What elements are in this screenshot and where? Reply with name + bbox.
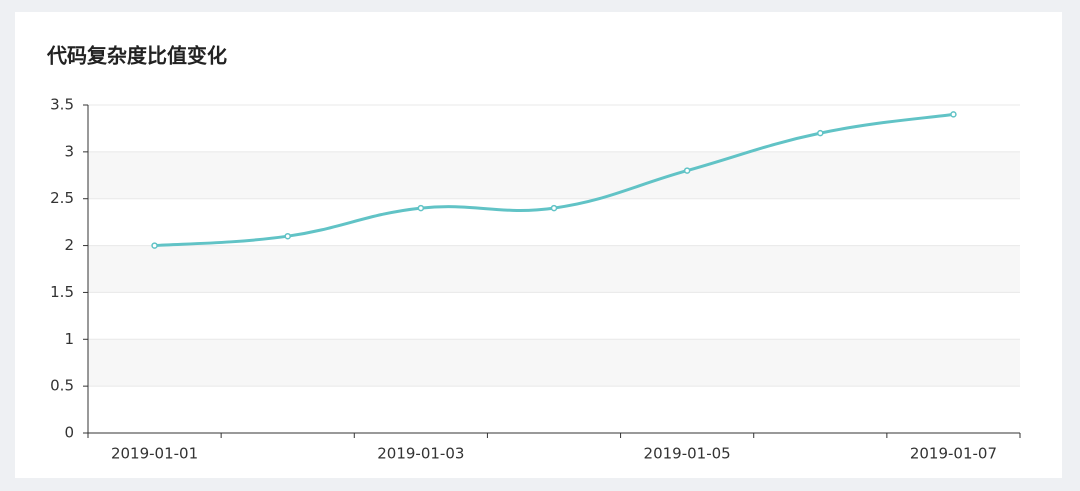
y-tick-label: 2 [64, 236, 74, 254]
y-tick-label: 3 [64, 142, 74, 160]
chart-title: 代码复杂度比值变化 [46, 44, 227, 68]
y-tick-label: 3.5 [50, 96, 74, 114]
y-tick-label: 2.5 [50, 189, 74, 207]
grid-band [88, 151, 1020, 199]
point [817, 129, 824, 137]
x-tick-label: 2019-01-03 [377, 445, 464, 463]
y-tick-label: 0 [64, 424, 74, 442]
y-tick-label: 0.5 [50, 377, 74, 395]
point [683, 167, 691, 174]
x-tick-label: 2019-01-01 [111, 445, 198, 463]
point [950, 111, 957, 118]
point [284, 232, 291, 240]
point [417, 204, 425, 212]
y-tick-label: 1 [64, 330, 74, 348]
grid-band [88, 339, 1020, 387]
point [550, 204, 558, 212]
y-tick-label: 1.5 [50, 283, 74, 301]
x-tick-label: 2019-01-07 [910, 445, 997, 463]
x-tick-label: 2019-01-05 [644, 445, 731, 463]
point [151, 242, 158, 249]
grid-band [88, 245, 1020, 293]
